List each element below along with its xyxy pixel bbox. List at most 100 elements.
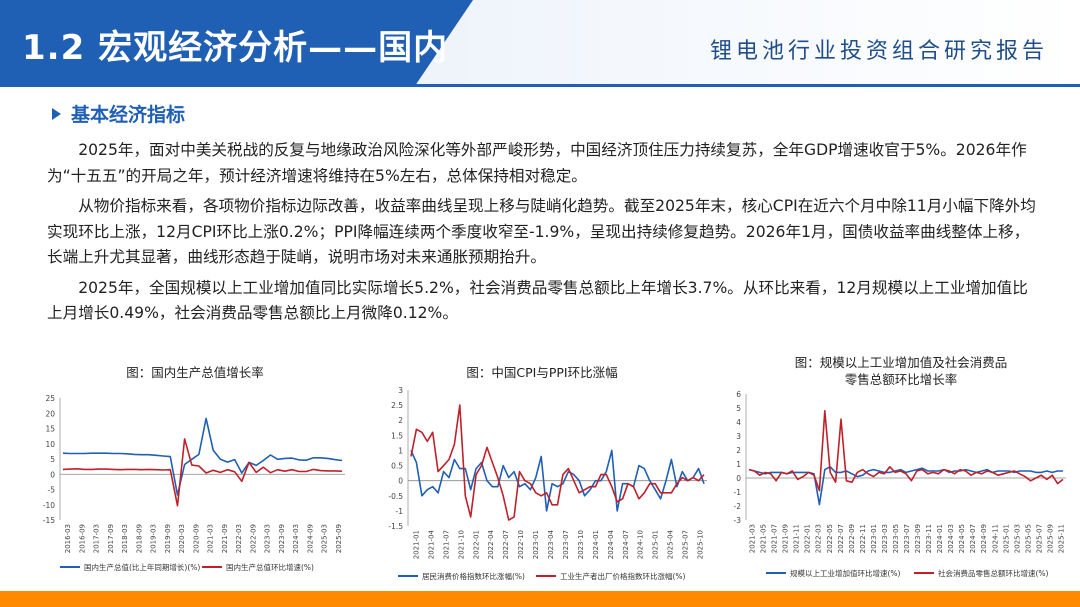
x-tick-label: 2021-07 — [771, 524, 779, 553]
x-tick-label: 2022-07 — [502, 530, 510, 559]
y-tick-label: 20 — [45, 409, 55, 418]
y-tick-label: 1.5 — [391, 431, 403, 440]
y-tick-label: 15 — [45, 425, 55, 434]
x-tick-label: 2025-10 — [697, 530, 705, 559]
x-tick-label: 2024-07 — [969, 524, 977, 553]
x-tick-label: 2024-04 — [607, 529, 615, 559]
y-tick-label: 25 — [45, 394, 55, 403]
y-tick-label: -1 — [734, 488, 742, 497]
y-tick-label: 1 — [398, 446, 403, 455]
series-line — [748, 409, 1064, 492]
x-tick-label: 2016-09 — [78, 524, 86, 553]
x-tick-label: 2025-03 — [1013, 524, 1021, 553]
x-tick-label: 2019-03 — [150, 524, 158, 553]
x-tick-label: 2021-03 — [207, 524, 215, 553]
x-tick-label: 2024-11 — [991, 524, 999, 553]
header-divider — [0, 84, 1080, 87]
series-line — [410, 449, 705, 512]
x-tick-label: 2022-04 — [487, 529, 495, 559]
y-tick-label: 4 — [736, 418, 741, 427]
legend-label: 居民消费价格指数环比涨幅(%) — [422, 571, 525, 581]
section-heading: 基本经济指标 — [52, 100, 185, 127]
x-tick-label: 2022-09 — [848, 524, 856, 553]
arrow-bullet-icon — [52, 107, 61, 120]
y-tick-label: 0 — [398, 477, 403, 486]
y-tick-label: 0 — [50, 470, 55, 479]
chart-title: 图：国内生产总值增长率 — [126, 365, 264, 380]
title-box — [0, 0, 473, 84]
x-tick-label: 2024-01 — [592, 530, 600, 559]
x-tick-label: 2021-09 — [782, 524, 790, 553]
x-tick-label: 2023-05 — [892, 524, 900, 553]
x-tick-label: 2022-11 — [859, 524, 867, 553]
y-tick-label: 2 — [736, 446, 741, 455]
y-tick-label: 5 — [736, 404, 741, 413]
y-tick-label: 3 — [398, 386, 403, 395]
y-tick-label: -3 — [734, 516, 742, 525]
y-tick-label: 0 — [736, 474, 741, 483]
x-tick-label: 2022-01 — [804, 524, 812, 553]
paragraph-prices: 从物价指标来看，各项物价指标边际改善，收益率曲线呈现上移与陡峭化趋势。截至202… — [47, 197, 1036, 266]
x-tick-label: 2023-01 — [870, 524, 878, 553]
x-tick-label: 2017-03 — [93, 524, 101, 553]
section-heading-text: 基本经济指标 — [71, 104, 186, 126]
slide-title: 1.2 宏观经济分析——国内 — [22, 28, 449, 68]
x-tick-label: 2023-09 — [278, 524, 286, 553]
y-tick-label: 0.5 — [391, 462, 403, 471]
x-tick-label: 2025-05 — [1024, 524, 1032, 553]
y-tick-label: 3 — [736, 432, 741, 441]
body-text: 2025年，面对中美关税战的反复与地缘政治风险深化等外部严峻形势，中国经济顶住压… — [47, 138, 1037, 332]
x-tick-label: 2025-09 — [335, 524, 343, 553]
x-tick-label: 2021-03 — [749, 524, 757, 553]
x-tick-label: 2024-05 — [958, 524, 966, 553]
x-tick-label: 2022-03 — [815, 524, 823, 553]
x-tick-label: 2016-03 — [64, 524, 72, 553]
x-tick-label: 2021-11 — [793, 524, 801, 553]
y-tick-label: 10 — [45, 440, 55, 449]
x-tick-label: 2025-04 — [667, 529, 675, 559]
footer-bar — [0, 591, 1080, 607]
cpi-ppi-chart-svg: 3 2.5 2 1.5 1 0.5 0 -0.5 -1 -1.5 2021-01 2021-04 202… — [388, 386, 707, 581]
industry-retail-chart-svg: 6 5 4 3 2 1 0 -1 -2 -3 2021-03 2021-05 2021-07 2021-0… — [734, 390, 1066, 578]
y-tick-label: -0.5 — [388, 492, 403, 501]
series-line — [62, 417, 343, 496]
x-tick-label: 2022-10 — [517, 530, 525, 559]
paragraph-gdp: 2025年，面对中美关税战的反复与地缘政治风险深化等外部严峻形势，中国经济顶住压… — [47, 141, 1027, 185]
series-line — [62, 438, 343, 507]
y-tick-label: -1.5 — [388, 522, 403, 531]
chart-title-line: 图：规模以上工业增加值及社会消费品 — [794, 355, 1008, 370]
x-tick-label: 2025-11 — [1057, 524, 1065, 553]
x-tick-label: 2020-09 — [192, 524, 200, 553]
gdp-growth-chart-svg: 25 20 15 10 5 0 -5 -10 -15 2016-03 2016-09 2017-03 2… — [43, 394, 345, 572]
x-tick-label: 2021-07 — [442, 530, 450, 559]
chart-title: 图：中国CPI与PPI环比涨幅 — [466, 365, 618, 380]
y-tick-label: 5 — [50, 455, 55, 464]
x-tick-label: 2023-04 — [547, 529, 555, 559]
x-tick-label: 2024-10 — [637, 530, 645, 559]
x-tick-label: 2022-01 — [472, 530, 480, 559]
y-tick-label: -5 — [48, 486, 56, 495]
x-tick-label: 2023-07 — [903, 524, 911, 553]
x-tick-label: 2024-07 — [622, 530, 630, 559]
x-tick-label: 2025-01 — [652, 530, 660, 559]
legend-label: 国内生产总值环比增速(%) — [226, 562, 314, 572]
x-tick-label: 2023-09 — [914, 524, 922, 553]
y-tick-label: 2.5 — [391, 401, 403, 410]
x-tick-label: 2021-05 — [760, 524, 768, 553]
x-tick-label: 2025-07 — [1035, 524, 1043, 553]
x-tick-label: 2021-01 — [412, 530, 420, 559]
cpi-ppi-chart: 图：中国CPI与PPI环比涨幅 3 2.5 2 1.5 1 0.5 0 -0.5 -1 -1.5 2… — [372, 360, 712, 590]
industry-retail-chart: 图：规模以上工业增加值及社会消费品 零售总额环比增长率 6 5 4 3 2 1 0 -1 -2 -… — [726, 354, 1076, 590]
series-line — [410, 404, 705, 521]
chart-title: 图：规模以上工业增加值及社会消费品 零售总额环比增长率 — [726, 354, 1076, 388]
x-tick-label: 2022-09 — [249, 524, 257, 553]
legend-label: 国内生产总值(比上年同期增长)(%) — [84, 562, 200, 572]
x-tick-label: 2024-09 — [980, 524, 988, 553]
x-tick-label: 2024-01 — [936, 524, 944, 553]
y-tick-label: -10 — [43, 501, 55, 510]
gdp-growth-chart: 图：国内生产总值增长率 25 20 15 10 5 0 -5 -10 -15 2016-03 201… — [30, 360, 360, 590]
x-tick-label: 2022-05 — [826, 524, 834, 553]
x-tick-label: 2017-09 — [107, 524, 115, 553]
x-tick-label: 2025-07 — [682, 530, 690, 559]
x-tick-label: 2021-10 — [457, 530, 465, 559]
